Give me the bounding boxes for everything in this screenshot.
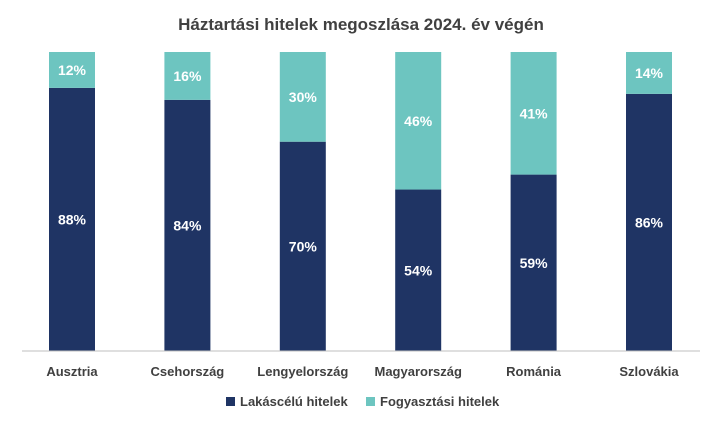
category-label-3: Magyarország	[374, 364, 461, 379]
bar-lakascelu-5	[626, 93, 672, 352]
legend-swatch-0	[226, 397, 235, 406]
data-label-1-0: 12%	[58, 62, 87, 78]
data-label-1-2: 30%	[289, 89, 318, 105]
bar-fogyasztasi-0	[49, 52, 95, 88]
legend-label-1: Fogyasztási hitelek	[380, 394, 500, 409]
data-label-0-4: 59%	[520, 255, 549, 271]
data-label-0-2: 70%	[289, 238, 318, 254]
bar-lakascelu-1	[164, 99, 211, 351]
bar-lakascelu-4	[510, 174, 557, 351]
data-label-0-1: 84%	[173, 217, 202, 233]
legend-swatch-1	[366, 397, 375, 406]
data-label-0-3: 54%	[404, 262, 433, 278]
data-label-1-1: 16%	[173, 68, 202, 84]
category-label-0: Ausztria	[46, 364, 98, 379]
bar-fogyasztasi-4	[510, 52, 557, 175]
data-label-1-5: 14%	[635, 65, 664, 81]
data-label-1-3: 46%	[404, 113, 433, 129]
bar-lakascelu-2	[279, 141, 326, 351]
category-label-4: Románia	[506, 364, 562, 379]
chart-title: Háztartási hitelek megoszlása 2024. év v…	[178, 15, 544, 34]
plot-area: 88% 12% 84% 16% 70% 30% 54% 46% 59% 41% 86% 14%	[49, 52, 672, 352]
x-axis-labels: Ausztria Csehország Lengyelország Magyarors…	[46, 364, 679, 379]
bar-lakascelu-0	[49, 87, 95, 351]
category-label-2: Lengyelország	[257, 364, 348, 379]
legend: Lakáscélú hitelek Fogyasztási hitelek	[226, 394, 500, 409]
data-label-0-5: 86%	[635, 214, 664, 230]
bar-fogyasztasi-5	[626, 52, 672, 94]
bar-lakascelu-3	[395, 189, 442, 351]
legend-label-0: Lakáscélú hitelek	[240, 394, 348, 409]
data-label-0-0: 88%	[58, 211, 87, 227]
bar-fogyasztasi-3	[395, 52, 442, 190]
bar-fogyasztasi-1	[164, 52, 211, 100]
bar-fogyasztasi-2	[279, 52, 326, 142]
category-label-1: Csehország	[151, 364, 225, 379]
data-label-1-4: 41%	[520, 105, 549, 121]
category-label-5: Szlovákia	[619, 364, 679, 379]
